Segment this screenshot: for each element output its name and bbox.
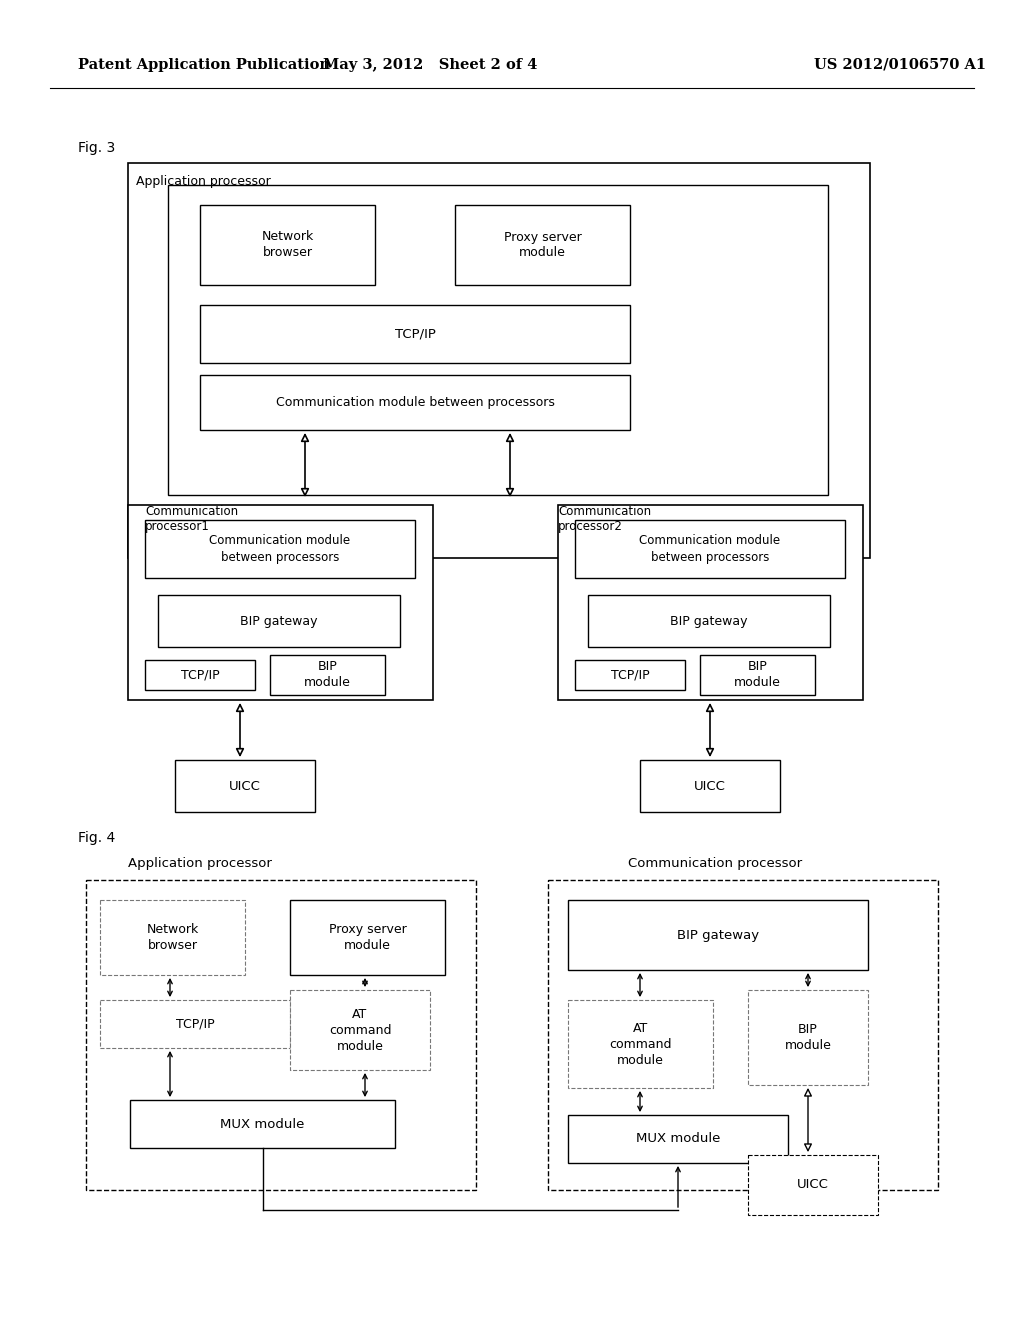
Bar <box>558 506 863 700</box>
Text: BIP gateway: BIP gateway <box>677 928 759 941</box>
Text: MUX module: MUX module <box>636 1133 720 1146</box>
Bar <box>168 185 828 495</box>
Text: Application processor: Application processor <box>128 857 272 870</box>
Bar <box>200 375 630 430</box>
Bar <box>200 205 375 285</box>
Bar <box>86 880 476 1191</box>
Text: Network
browser: Network browser <box>261 231 313 260</box>
Bar <box>145 660 255 690</box>
Bar <box>130 1100 395 1148</box>
Bar <box>575 660 685 690</box>
Bar <box>158 595 400 647</box>
Bar <box>640 760 780 812</box>
Bar <box>568 1115 788 1163</box>
Bar <box>568 900 868 970</box>
Bar <box>290 900 445 975</box>
Text: Patent Application Publication: Patent Application Publication <box>78 58 330 73</box>
Bar <box>588 595 830 647</box>
Text: TCP/IP: TCP/IP <box>610 668 649 681</box>
Text: May 3, 2012   Sheet 2 of 4: May 3, 2012 Sheet 2 of 4 <box>323 58 538 73</box>
Text: Proxy server
module: Proxy server module <box>329 923 407 952</box>
Text: Fig. 3: Fig. 3 <box>78 141 116 154</box>
Text: Network
browser: Network browser <box>146 923 199 952</box>
Text: Fig. 4: Fig. 4 <box>78 832 116 845</box>
Text: BIP
module: BIP module <box>304 660 351 689</box>
Bar <box>568 1001 713 1088</box>
Bar <box>175 760 315 812</box>
Bar <box>700 655 815 696</box>
Bar <box>748 1155 878 1214</box>
Bar <box>548 880 938 1191</box>
Text: BIP gateway: BIP gateway <box>671 615 748 627</box>
Bar <box>455 205 630 285</box>
Bar <box>200 305 630 363</box>
Text: BIP gateway: BIP gateway <box>241 615 317 627</box>
Bar <box>145 520 415 578</box>
Text: TCP/IP: TCP/IP <box>394 327 435 341</box>
Text: Communication
processor1: Communication processor1 <box>145 506 239 533</box>
Text: AT
command
module: AT command module <box>329 1007 391 1052</box>
Bar <box>575 520 845 578</box>
Bar <box>128 506 433 700</box>
Text: Communication module
between processors: Communication module between processors <box>639 535 780 564</box>
Text: TCP/IP: TCP/IP <box>176 1018 214 1031</box>
Bar <box>100 1001 290 1048</box>
Text: Proxy server
module: Proxy server module <box>504 231 582 260</box>
Text: US 2012/0106570 A1: US 2012/0106570 A1 <box>814 58 986 73</box>
Text: AT
command
module: AT command module <box>609 1022 672 1067</box>
Bar <box>128 162 870 558</box>
Text: Communication module between processors: Communication module between processors <box>275 396 554 409</box>
Bar <box>748 990 868 1085</box>
Text: Application processor: Application processor <box>136 174 270 187</box>
Text: UICC: UICC <box>694 780 726 792</box>
Text: UICC: UICC <box>229 780 261 792</box>
Text: BIP
module: BIP module <box>784 1023 831 1052</box>
Text: Communication
processor2: Communication processor2 <box>558 506 651 533</box>
Bar <box>290 990 430 1071</box>
Text: Communication processor: Communication processor <box>628 857 802 870</box>
Bar <box>100 900 245 975</box>
Text: UICC: UICC <box>797 1179 829 1192</box>
Text: TCP/IP: TCP/IP <box>180 668 219 681</box>
Text: MUX module: MUX module <box>220 1118 305 1130</box>
Text: Communication module
between processors: Communication module between processors <box>210 535 350 564</box>
Bar <box>270 655 385 696</box>
Text: BIP
module: BIP module <box>734 660 781 689</box>
